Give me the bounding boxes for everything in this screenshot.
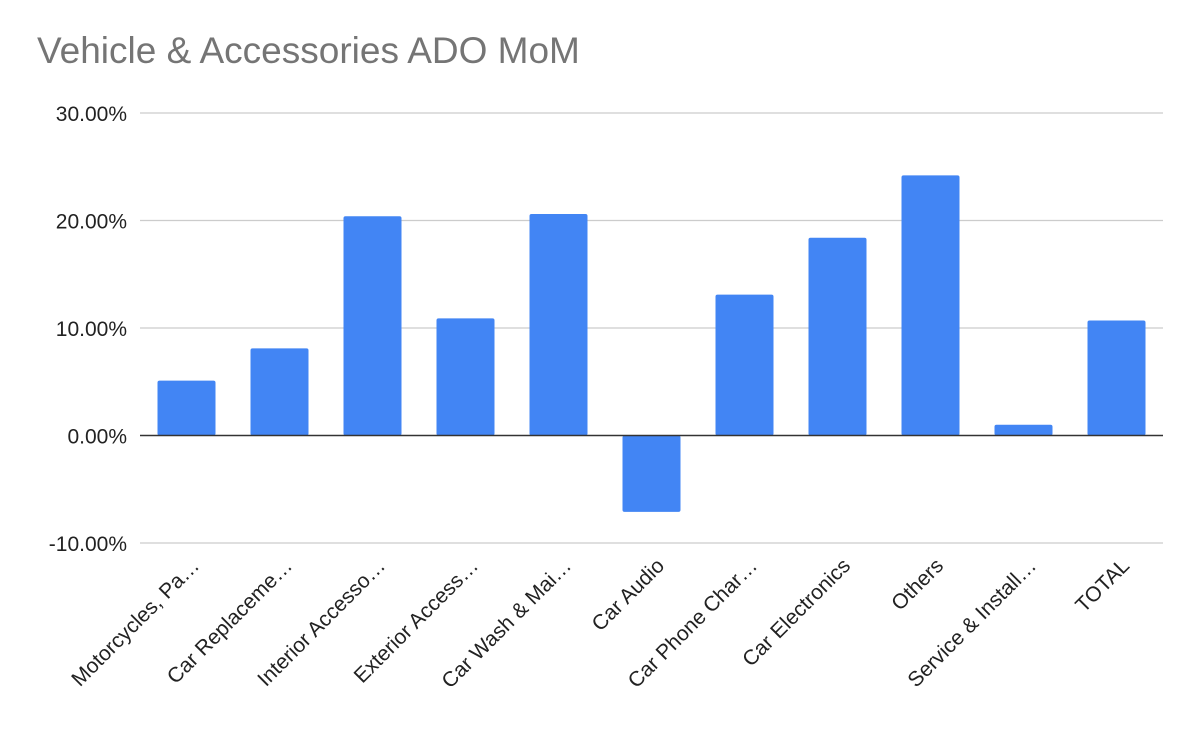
y-tick-label: 30.00% [56,103,127,126]
y-tick-label: 10.00% [56,318,127,341]
bar [343,216,402,436]
bar [157,380,216,436]
y-tick-label: -10.00% [49,533,127,556]
bar [808,237,867,436]
y-tick-label: 0.00% [67,426,127,449]
x-tick-label: Car Audio [588,554,669,635]
bar [715,294,774,436]
bar [529,214,588,436]
bar [250,348,309,436]
x-tick-label: Others [887,554,948,615]
bar [622,435,681,512]
bar [994,424,1053,436]
bar [1087,320,1146,436]
bar [436,318,495,436]
y-tick-label: 20.00% [56,211,127,234]
chart-title: Vehicle & Accessories ADO MoM [37,30,580,71]
x-tick-label: TOTAL [1071,554,1134,617]
bar [901,175,960,436]
